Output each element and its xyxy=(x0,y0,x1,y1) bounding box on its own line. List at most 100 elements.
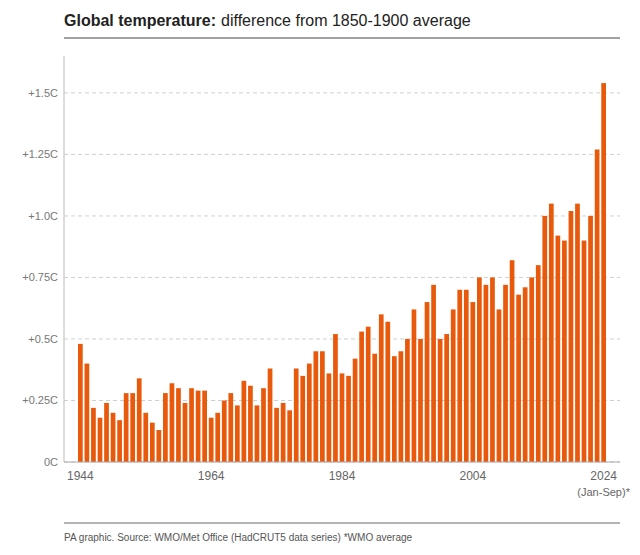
bar xyxy=(464,290,469,462)
bar xyxy=(117,420,122,462)
bar xyxy=(104,403,109,462)
x-tick-label: 2004 xyxy=(459,469,486,483)
title-rule xyxy=(64,38,620,39)
bar xyxy=(366,327,371,462)
y-tick-label: +0.75C xyxy=(22,271,58,283)
bar xyxy=(137,378,142,462)
chart: Global temperature: difference from 1850-… xyxy=(0,0,640,555)
bar xyxy=(359,332,364,462)
bar xyxy=(372,354,377,462)
bar xyxy=(418,339,423,462)
bar xyxy=(425,302,430,462)
bar xyxy=(255,405,260,462)
y-tick-label: +0.5C xyxy=(28,333,58,345)
bar xyxy=(85,364,90,462)
y-tick-label: +1.0C xyxy=(28,210,58,222)
bar xyxy=(510,260,515,462)
bar xyxy=(542,216,547,462)
bar xyxy=(215,413,220,462)
y-tick-label: +1.5C xyxy=(28,87,58,99)
bar xyxy=(569,211,574,462)
bar xyxy=(451,309,456,462)
bar xyxy=(228,393,233,462)
bar xyxy=(497,309,502,462)
x-tick-label: 1944 xyxy=(67,469,94,483)
bar xyxy=(300,376,305,462)
footer: PA graphic. Source: WMO/Met Office (HadC… xyxy=(64,532,413,543)
bar xyxy=(274,408,279,462)
bar xyxy=(549,204,554,462)
bar xyxy=(156,430,161,462)
bar xyxy=(222,400,227,462)
bar xyxy=(379,314,384,462)
bar xyxy=(261,388,266,462)
bar xyxy=(470,302,475,462)
x-note: (Jan-Sep)* xyxy=(577,486,630,498)
bar xyxy=(477,277,482,462)
bar xyxy=(601,83,606,462)
bar xyxy=(170,383,175,462)
bar xyxy=(189,388,194,462)
y-tick-label: +1.25C xyxy=(22,148,58,160)
bar xyxy=(150,423,155,462)
bar xyxy=(163,393,168,462)
bar xyxy=(209,418,214,462)
bar xyxy=(556,236,561,462)
bar xyxy=(588,216,593,462)
bar xyxy=(529,277,534,462)
bar xyxy=(327,373,332,462)
bar xyxy=(353,359,358,462)
bar xyxy=(392,356,397,462)
subtitle: difference from 1850-1900 average xyxy=(221,12,471,29)
grid-line xyxy=(64,92,620,93)
bar xyxy=(111,413,116,462)
title: Global temperature: xyxy=(64,12,216,29)
bar xyxy=(320,351,325,462)
bar xyxy=(582,241,587,462)
bar xyxy=(490,277,495,462)
bar xyxy=(78,344,83,462)
y-tick-label: +0.25C xyxy=(22,394,58,406)
bar xyxy=(124,393,129,462)
bar xyxy=(457,290,462,462)
y-tick-label: 0C xyxy=(44,456,58,468)
bar xyxy=(313,351,318,462)
bar xyxy=(562,241,567,462)
bar xyxy=(242,381,247,462)
grid-line xyxy=(64,215,620,216)
grid-line xyxy=(64,154,620,155)
bar xyxy=(98,418,103,462)
bar xyxy=(575,204,580,462)
bar xyxy=(385,322,390,462)
bar xyxy=(143,413,148,462)
bar xyxy=(307,364,312,462)
bars xyxy=(78,83,606,462)
bar xyxy=(484,285,489,462)
bar xyxy=(412,309,417,462)
bar xyxy=(202,391,207,462)
bar xyxy=(287,410,292,462)
grid-line xyxy=(64,462,620,463)
bar xyxy=(235,405,240,462)
y-axis-line xyxy=(64,56,65,462)
bar xyxy=(444,334,449,462)
bar xyxy=(333,334,338,462)
bar xyxy=(268,368,273,462)
bar xyxy=(130,393,135,462)
bar xyxy=(281,403,286,462)
x-axis-line xyxy=(64,462,620,463)
bar xyxy=(405,339,410,462)
bar xyxy=(196,391,201,462)
bar xyxy=(516,295,521,462)
footer-rule xyxy=(64,523,620,524)
bar xyxy=(438,339,443,462)
bar xyxy=(294,368,299,462)
bar xyxy=(399,351,404,462)
bar xyxy=(183,403,188,462)
bar xyxy=(248,386,253,462)
x-tick-label: 1964 xyxy=(198,469,225,483)
bar xyxy=(346,376,351,462)
bar xyxy=(176,388,181,462)
x-tick-label: 2024 xyxy=(590,469,617,483)
title-line: Global temperature: difference from 1850-… xyxy=(64,12,471,29)
